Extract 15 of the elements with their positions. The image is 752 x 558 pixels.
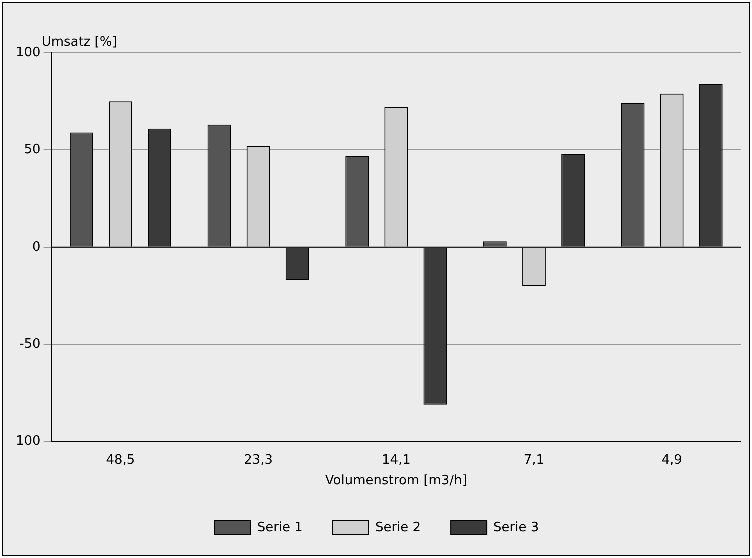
y-tick-label: 0 <box>32 240 41 255</box>
x-tick-label: 23,3 <box>244 452 274 468</box>
y-tick-label: 100 <box>16 45 41 60</box>
y-tick-label: 100 <box>16 434 41 450</box>
y-axis-title: Umsatz [%] <box>42 34 118 50</box>
legend-label: Serie 1 <box>257 520 303 536</box>
x-tick-label: 48,5 <box>106 452 136 468</box>
legend-label: Serie 3 <box>494 520 540 536</box>
y-tick-label: 50 <box>24 142 41 158</box>
legend-label: Serie 2 <box>375 520 422 536</box>
x-axis-title: Volumenstrom [m3/h] <box>325 474 468 489</box>
x-tick-label: 4,9 <box>662 452 682 468</box>
x-tick-label: 7,1 <box>524 452 545 468</box>
x-tick-label: 14,1 <box>382 452 411 468</box>
y-tick-label: -50 <box>20 336 41 352</box>
